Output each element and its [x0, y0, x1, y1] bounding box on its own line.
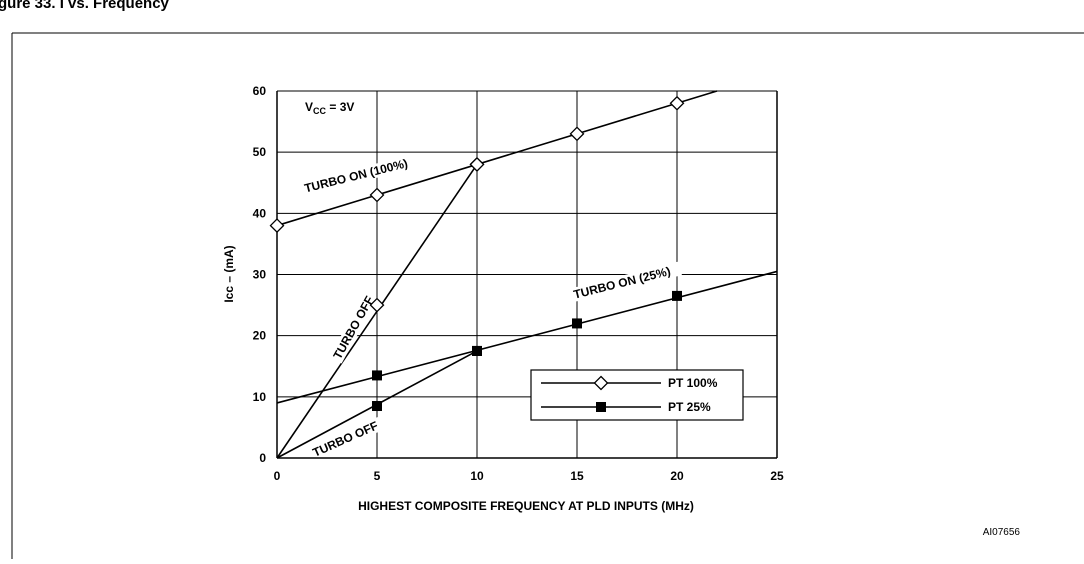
y-tick-label: 40: [253, 206, 267, 220]
data-point-pt100: [469, 156, 485, 172]
data-point-pt25: [372, 401, 382, 412]
figure-title: gure 33. I vs. Frequency: [0, 0, 170, 12]
data-point-pt25: [372, 370, 382, 381]
legend-label: PT 100%: [668, 376, 718, 390]
y-axis-title: Icc – (mA): [222, 245, 236, 302]
x-tick-label: 25: [770, 469, 784, 483]
data-point-pt100: [669, 95, 685, 111]
data-point-pt100: [269, 218, 285, 233]
y-tick-label: 30: [253, 268, 267, 282]
series-label-bg: [305, 415, 386, 463]
x-tick-label: 0: [274, 469, 281, 483]
data-point-pt100: [369, 187, 385, 203]
marks-layer: [269, 95, 685, 412]
x-tick-label: 5: [374, 469, 381, 483]
x-tick-label: 10: [470, 469, 484, 483]
condition-label: VCC = 3V: [305, 100, 354, 116]
y-tick-label: 50: [253, 145, 267, 159]
y-tick-label: 60: [253, 84, 267, 98]
data-point-pt100: [569, 126, 585, 142]
series-label-group-1: TURBO OFF: [329, 291, 378, 364]
x-tick-label: 20: [670, 469, 684, 483]
axes-layer: 0 5 10 15 20 25 0 10 20 30 40 50 60 VCC = 3V: [253, 84, 784, 483]
series-label-bg: [562, 261, 682, 305]
figure-id: AI07656: [983, 527, 1021, 538]
x-axis-title: HIGHEST COMPOSITE FREQUENCY AT PLD INPUT…: [358, 499, 694, 513]
data-point-pt25: [472, 345, 482, 356]
y-tick-label: 10: [253, 390, 267, 404]
data-point-pt25: [672, 290, 682, 301]
legend: PT 100% PT 25%: [530, 369, 744, 421]
series-label: TURBO ON (25%): [572, 264, 672, 302]
y-tick-label: 20: [253, 329, 267, 343]
series-label-group-3: TURBO OFF: [305, 415, 386, 463]
legend-box: [530, 369, 744, 421]
series-line-2: [276, 270, 778, 404]
legend-marker: [596, 402, 606, 412]
legend-marker: [593, 375, 609, 391]
y-tick-label: 0: [259, 451, 266, 465]
data-point-pt25: [572, 318, 582, 329]
legend-label: PT 25%: [668, 400, 711, 414]
data-point-pt100: [369, 297, 385, 313]
series-label: TURBO OFF: [330, 294, 376, 362]
x-tick-label: 15: [570, 469, 584, 483]
series-label: TURBO OFF: [311, 418, 381, 459]
series-line-0: [276, 90, 718, 227]
series-label-group-2: TURBO ON (25%): [562, 261, 682, 305]
series-label-bg: [329, 291, 378, 364]
series-label-bg: [292, 153, 420, 199]
series-label-group-0: TURBO ON (100%): [292, 153, 420, 199]
